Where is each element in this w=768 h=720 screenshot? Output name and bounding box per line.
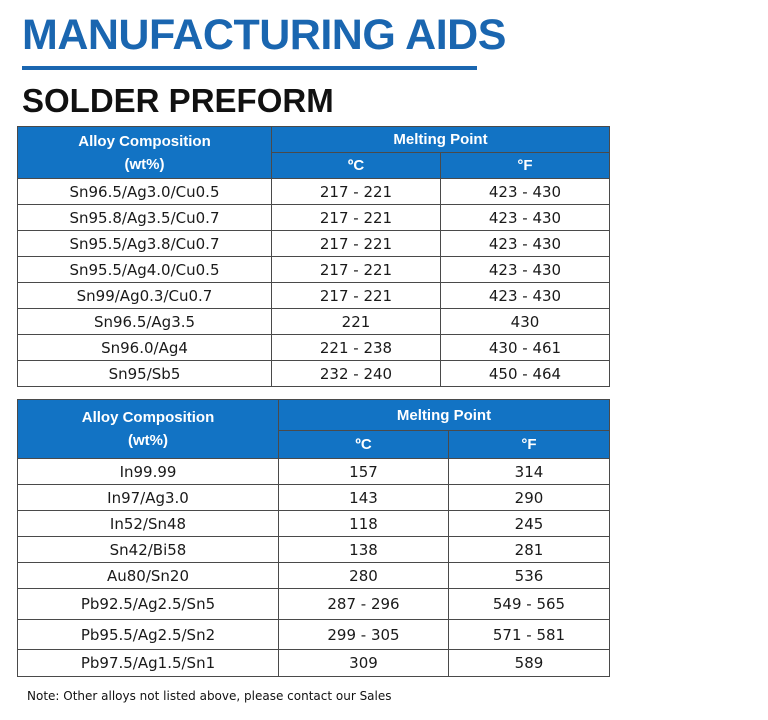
celsius-cell: 299 - 305	[278, 619, 449, 650]
alloy-composition-header: Alloy Composition (wt%)	[17, 399, 279, 459]
table-row: Sn95.5/Ag3.8/Cu0.7 217 - 221 423 - 430	[17, 230, 610, 257]
fahrenheit-cell: 423 - 430	[440, 282, 610, 309]
alloy-cell: In99.99	[17, 458, 279, 485]
alloy-composition-label: Alloy Composition	[81, 409, 215, 426]
fahrenheit-header: °F	[448, 430, 610, 459]
fahrenheit-cell: 450 - 464	[440, 360, 610, 387]
fahrenheit-cell: 314	[448, 458, 610, 485]
table-row: Pb92.5/Ag2.5/Sn5 287 - 296 549 - 565	[17, 588, 610, 620]
table-row: Pb95.5/Ag2.5/Sn2 299 - 305 571 - 581	[17, 619, 610, 650]
title-underline	[22, 66, 477, 70]
fahrenheit-cell: 423 - 430	[440, 178, 610, 205]
alloy-cell: In52/Sn48	[17, 510, 279, 537]
celsius-cell: 232 - 240	[271, 360, 441, 387]
melting-point-header: Melting Point	[271, 126, 610, 153]
fahrenheit-cell: 536	[448, 562, 610, 589]
table-row: Sn99/Ag0.3/Cu0.7 217 - 221 423 - 430	[17, 282, 610, 309]
alloy-composition-unit: (wt%)	[124, 155, 165, 173]
solder-alloy-table-2: Alloy Composition (wt%) Melting Point ºC…	[17, 399, 610, 677]
table-row: Sn95/Sb5 232 - 240 450 - 464	[17, 360, 610, 387]
celsius-header: ºC	[278, 430, 449, 459]
celsius-cell: 287 - 296	[278, 588, 449, 620]
melting-point-header: Melting Point	[278, 399, 610, 431]
celsius-cell: 143	[278, 484, 449, 511]
table-row: In52/Sn48 118 245	[17, 510, 610, 537]
fahrenheit-cell: 290	[448, 484, 610, 511]
fahrenheit-cell: 423 - 430	[440, 230, 610, 257]
fahrenheit-cell: 430 - 461	[440, 334, 610, 361]
celsius-cell: 217 - 221	[271, 204, 441, 231]
fahrenheit-cell: 423 - 430	[440, 204, 610, 231]
alloy-cell: Sn95.5/Ag3.8/Cu0.7	[17, 230, 272, 257]
alloy-cell: Pb92.5/Ag2.5/Sn5	[17, 588, 279, 620]
alloy-cell: Sn95.8/Ag3.5/Cu0.7	[17, 204, 272, 231]
section-title: SOLDER PREFORM	[22, 82, 334, 119]
alloy-cell: Sn96.0/Ag4	[17, 334, 272, 361]
fahrenheit-cell: 281	[448, 536, 610, 563]
footnote: Note: Other alloys not listed above, ple…	[27, 689, 392, 703]
table-row: Sn96.5/Ag3.5 221 430	[17, 308, 610, 335]
celsius-header: ºC	[271, 152, 441, 179]
fahrenheit-cell: 245	[448, 510, 610, 537]
celsius-cell: 217 - 221	[271, 230, 441, 257]
celsius-cell: 138	[278, 536, 449, 563]
table-row: Sn96.5/Ag3.0/Cu0.5 217 - 221 423 - 430	[17, 178, 610, 205]
alloy-cell: In97/Ag3.0	[17, 484, 279, 511]
table-row: Sn42/Bi58 138 281	[17, 536, 610, 563]
table-row: Sn96.0/Ag4 221 - 238 430 - 461	[17, 334, 610, 361]
table-row: Sn95.5/Ag4.0/Cu0.5 217 - 221 423 - 430	[17, 256, 610, 283]
alloy-composition-header: Alloy Composition (wt%)	[17, 126, 272, 179]
alloy-cell: Sn96.5/Ag3.0/Cu0.5	[17, 178, 272, 205]
alloy-cell: Sn96.5/Ag3.5	[17, 308, 272, 335]
fahrenheit-cell: 430	[440, 308, 610, 335]
table-row: Sn95.8/Ag3.5/Cu0.7 217 - 221 423 - 430	[17, 204, 610, 231]
celsius-cell: 217 - 221	[271, 282, 441, 309]
celsius-cell: 157	[278, 458, 449, 485]
celsius-cell: 221	[271, 308, 441, 335]
fahrenheit-cell: 549 - 565	[448, 588, 610, 620]
alloy-cell: Sn99/Ag0.3/Cu0.7	[17, 282, 272, 309]
fahrenheit-cell: 589	[448, 649, 610, 677]
page-title: MANUFACTURING AIDS	[22, 11, 506, 59]
table-row: Au80/Sn20 280 536	[17, 562, 610, 589]
alloy-cell: Sn95.5/Ag4.0/Cu0.5	[17, 256, 272, 283]
celsius-cell: 221 - 238	[271, 334, 441, 361]
alloy-cell: Sn42/Bi58	[17, 536, 279, 563]
celsius-cell: 217 - 221	[271, 178, 441, 205]
celsius-cell: 280	[278, 562, 449, 589]
table-row: Pb97.5/Ag1.5/Sn1 309 589	[17, 649, 610, 677]
alloy-composition-label: Alloy Composition	[78, 132, 211, 150]
solder-alloy-table-1: Alloy Composition (wt%) Melting Point ºC…	[17, 126, 610, 387]
fahrenheit-header: °F	[440, 152, 610, 179]
alloy-cell: Pb97.5/Ag1.5/Sn1	[17, 649, 279, 677]
alloy-cell: Au80/Sn20	[17, 562, 279, 589]
celsius-cell: 118	[278, 510, 449, 537]
alloy-cell: Sn95/Sb5	[17, 360, 272, 387]
celsius-cell: 309	[278, 649, 449, 677]
fahrenheit-cell: 571 - 581	[448, 619, 610, 650]
alloy-composition-unit: (wt%)	[128, 432, 168, 449]
alloy-cell: Pb95.5/Ag2.5/Sn2	[17, 619, 279, 650]
celsius-cell: 217 - 221	[271, 256, 441, 283]
fahrenheit-cell: 423 - 430	[440, 256, 610, 283]
table-row: In97/Ag3.0 143 290	[17, 484, 610, 511]
table-row: In99.99 157 314	[17, 458, 610, 485]
